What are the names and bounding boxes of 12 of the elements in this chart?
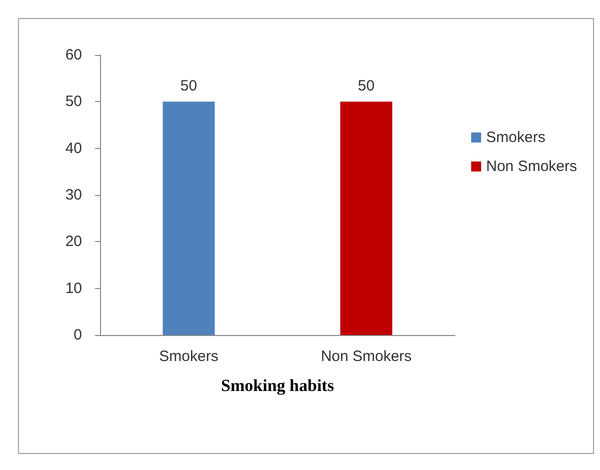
y-tick-label: 60 — [65, 46, 82, 64]
y-tick-label: 40 — [65, 140, 82, 157]
y-tick-label: 30 — [65, 186, 82, 204]
y-tick-label: 0 — [74, 326, 82, 344]
data-label: 50 — [180, 78, 198, 95]
y-tick-label: 50 — [65, 93, 82, 110]
data-label: 50 — [358, 78, 375, 95]
legend-label: Smokers — [486, 129, 546, 146]
y-tick-label: 10 — [65, 280, 82, 297]
y-tick-label: 20 — [65, 233, 82, 250]
legend-label: Non Smokers — [486, 158, 578, 175]
x-axis-title: Smoking habits — [221, 376, 334, 395]
